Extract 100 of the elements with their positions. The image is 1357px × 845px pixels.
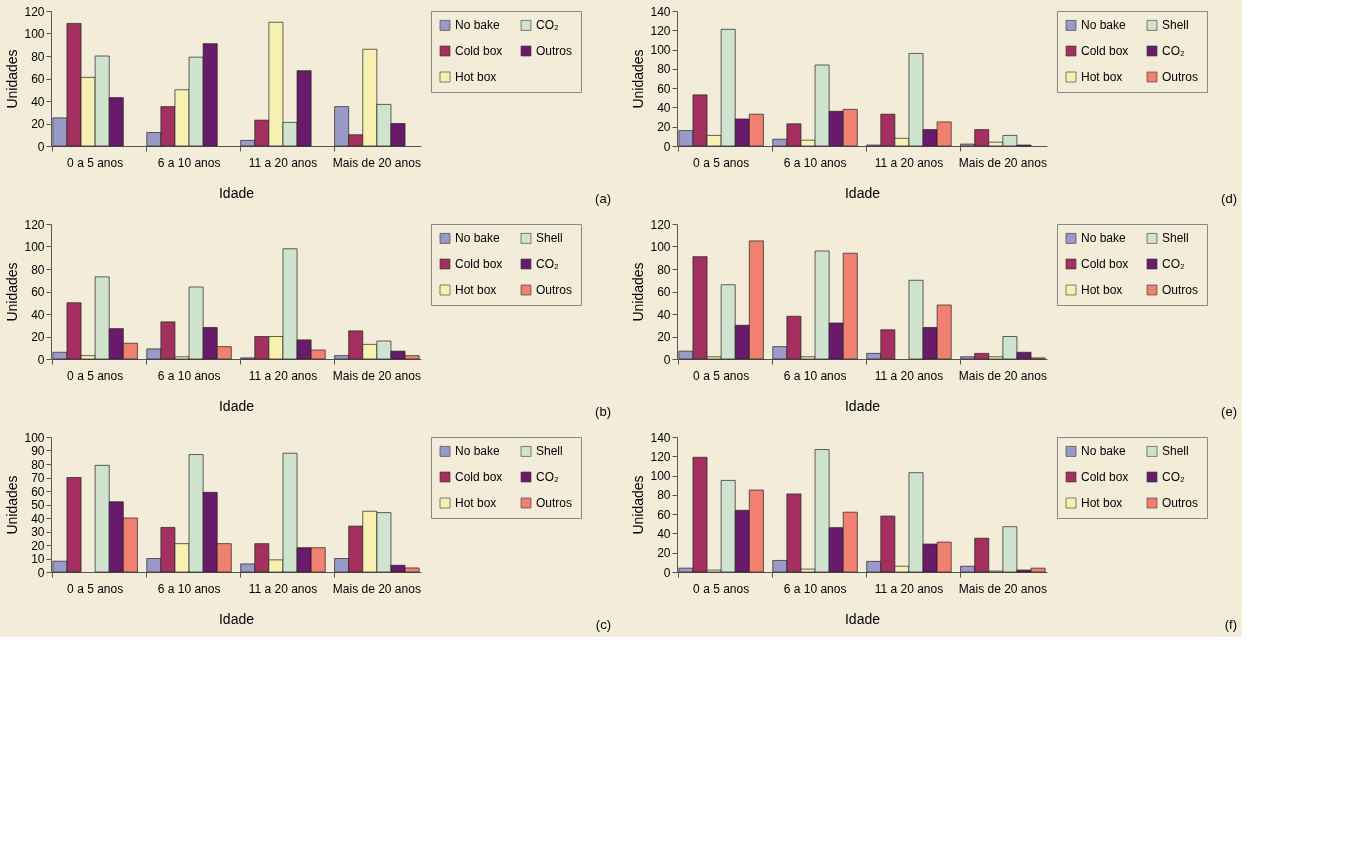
x-tick-label: 0 a 5 anos (67, 368, 124, 383)
y-tick-label: 0 (37, 139, 45, 154)
y-tick-label: 20 (657, 546, 671, 561)
y-tick-label: 0 (663, 565, 671, 580)
legend-label: CO₂ (1162, 257, 1185, 271)
x-axis-title: Idade (844, 610, 881, 627)
y-tick-label: 80 (657, 262, 671, 277)
legend-label: CO₂ (1162, 470, 1185, 484)
y-tick-label: 120 (24, 4, 45, 19)
legend-label: Cold box (455, 44, 503, 58)
y-tick-label: 120 (24, 217, 45, 232)
y-tick-label: 0 (663, 139, 671, 154)
legend-label: Shell (536, 231, 563, 246)
x-tick-label: 6 a 10 anos (783, 581, 847, 596)
y-tick-label: 40 (657, 307, 671, 322)
y-tick-label: 140 (650, 430, 671, 445)
x-tick-label: 11 a 20 anos (874, 368, 944, 383)
y-tick-label: 120 (650, 449, 671, 464)
legend-label: Cold box (455, 257, 503, 271)
text: (d) (1221, 191, 1237, 206)
y-tick-label: 10 (31, 552, 45, 566)
y-axis-title: Unidades (4, 262, 21, 322)
x-tick-label: 0 a 5 anos (67, 581, 124, 596)
y-tick-label: 100 (24, 240, 45, 254)
y-tick-label: 40 (657, 100, 671, 115)
y-tick-label: 40 (31, 511, 45, 526)
y-tick-label: 80 (31, 49, 45, 64)
legend-label: No bake (455, 231, 501, 246)
legend-label: No bake (1081, 444, 1127, 459)
legend-label: CO₂ (536, 470, 559, 484)
y-axis-title: Unidades (630, 49, 647, 109)
y-tick-label: 0 (663, 352, 671, 367)
legend-label: CO₂ (536, 257, 559, 271)
x-tick-label: 6 a 10 anos (783, 368, 847, 383)
legend-label: Shell (1162, 444, 1189, 459)
x-tick-label: 0 a 5 anos (67, 155, 124, 170)
x-tick-label: 0 a 5 anos (693, 581, 750, 596)
legend-label: Outros (1162, 283, 1199, 297)
y-axis-title: Unidades (4, 475, 21, 535)
x-tick-label: Mais de 20 anos (332, 368, 421, 383)
x-axis-title: Idade (218, 184, 255, 201)
text: (e) (1221, 404, 1237, 419)
legend-label: No bake (1081, 18, 1127, 33)
y-tick-label: 20 (657, 120, 671, 135)
legend-label: Hot box (455, 283, 497, 297)
x-tick-label: 11 a 20 anos (874, 155, 944, 170)
y-tick-label: 100 (650, 43, 671, 58)
text: (f) (1224, 617, 1237, 632)
y-axis-title: Unidades (4, 49, 21, 109)
legend-label: Outros (536, 44, 573, 58)
y-tick-label: 0 (37, 565, 45, 580)
y-tick-label: 40 (657, 526, 671, 541)
legend-label: CO₂ (536, 18, 559, 33)
legend-label: Hot box (455, 70, 497, 84)
y-tick-label: 70 (31, 471, 45, 485)
y-tick-label: 100 (24, 27, 45, 41)
y-tick-label: 100 (24, 430, 45, 445)
x-tick-label: 11 a 20 anos (248, 155, 318, 170)
y-tick-label: 90 (31, 444, 45, 458)
y-tick-label: 20 (31, 117, 45, 131)
x-tick-label: Mais de 20 anos (332, 155, 421, 170)
legend-label: Cold box (1081, 44, 1129, 58)
x-axis-title: Idade (844, 397, 881, 414)
x-axis-title: Idade (844, 184, 881, 201)
legend-label: No bake (1081, 231, 1127, 246)
legend-label: Hot box (1081, 283, 1123, 297)
x-tick-label: Mais de 20 anos (958, 368, 1047, 383)
legend-label: No bake (455, 18, 501, 33)
y-tick-label: 60 (31, 484, 45, 499)
x-tick-label: 11 a 20 anos (248, 581, 318, 596)
y-tick-label: 20 (657, 330, 671, 344)
y-tick-label: 80 (657, 488, 671, 503)
legend-label: Outros (1162, 496, 1199, 510)
y-tick-label: 120 (650, 217, 671, 232)
y-tick-label: 100 (650, 469, 671, 484)
x-axis-title: Idade (218, 397, 255, 414)
y-tick-label: 80 (31, 262, 45, 277)
x-tick-label: Mais de 20 anos (958, 581, 1047, 596)
legend-label: Shell (536, 444, 563, 459)
y-tick-label: 80 (31, 457, 45, 472)
legend-label: CO₂ (1162, 44, 1185, 58)
legend-label: Hot box (1081, 70, 1123, 84)
y-tick-label: 60 (31, 285, 45, 299)
y-tick-label: 0 (37, 352, 45, 367)
x-tick-label: 6 a 10 anos (157, 581, 221, 596)
x-tick-label: 0 a 5 anos (693, 155, 750, 170)
legend-label: Outros (536, 283, 573, 297)
legend-label: Outros (1162, 70, 1199, 84)
y-tick-label: 20 (31, 330, 45, 344)
legend-label: Hot box (455, 496, 497, 510)
legend-label: Shell (1162, 18, 1189, 33)
x-tick-label: 6 a 10 anos (783, 155, 847, 170)
text: (a) (595, 191, 611, 206)
x-tick-label: Mais de 20 anos (332, 581, 421, 596)
y-tick-label: 40 (31, 307, 45, 322)
legend-label: Outros (536, 496, 573, 510)
text: (b) (595, 404, 611, 419)
legend-label: Cold box (1081, 470, 1129, 484)
y-tick-label: 60 (657, 507, 671, 522)
y-tick-label: 100 (650, 240, 671, 254)
